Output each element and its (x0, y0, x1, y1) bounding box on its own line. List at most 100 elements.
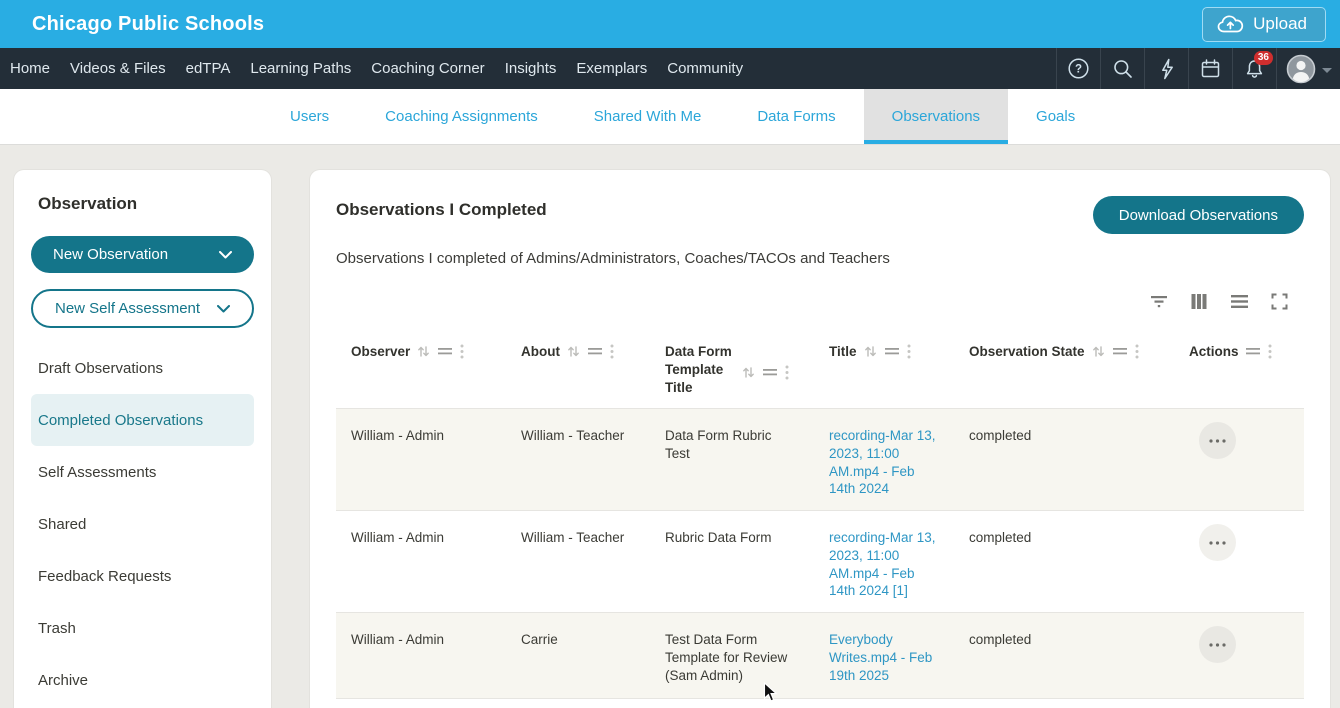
calendar-icon (1201, 59, 1220, 78)
data-form-template-cell: Data Form Rubric Test (665, 428, 772, 461)
more-options-icon[interactable] (1135, 344, 1139, 359)
nav-item-exemplars[interactable]: Exemplars (576, 60, 648, 77)
notifications-button[interactable]: 36 (1232, 48, 1276, 89)
new-self-assessment-label: New Self Assessment (55, 300, 201, 317)
table-toolbar (336, 289, 1288, 313)
sidebar-item-completed-observations[interactable]: Completed Observations (31, 394, 254, 446)
column-menu-icon[interactable] (884, 347, 899, 356)
about-cell: Carrie (521, 632, 558, 647)
nav-item-home[interactable]: Home (10, 60, 51, 77)
observation-state-cell: completed (969, 428, 1032, 443)
sidebar-item-feedback-requests[interactable]: Feedback Requests (38, 567, 172, 585)
about-cell: William - Teacher (521, 530, 625, 545)
more-options-icon[interactable] (460, 344, 464, 359)
more-options-icon[interactable] (1268, 344, 1272, 359)
sidebar-item-draft-observations[interactable]: Draft Observations (38, 359, 164, 377)
observation-title-link[interactable]: Everybody Writes.mp4 - Feb 19th 2025 (829, 632, 933, 683)
observation-title-link[interactable]: recording-Mar 13, 2023, 11:00 AM.mp4 - F… (829, 530, 936, 599)
account-menu-button[interactable] (1276, 48, 1340, 89)
sidebar-item-self-assessments[interactable]: Self Assessments (38, 463, 157, 481)
page-subtitle: Observations I completed of Admins/Admin… (336, 250, 890, 267)
sidebar-title: Observation (38, 194, 138, 213)
sort-icon[interactable] (1092, 345, 1105, 358)
page-title: Observations I Completed (336, 200, 547, 219)
observations-panel: Observations I Completed Download Observ… (310, 170, 1330, 708)
more-options-icon[interactable] (907, 344, 911, 359)
column-header-actions: Actions (1174, 329, 1304, 408)
chevron-down-icon (219, 250, 232, 258)
help-button[interactable]: ? (1056, 48, 1100, 89)
sort-icon[interactable] (417, 345, 430, 358)
column-header-data-form-template-title: Data Form Template Title (650, 329, 814, 408)
top-bar: Chicago Public Schools Upload (0, 0, 1340, 48)
download-observations-button[interactable]: Download Observations (1092, 196, 1304, 234)
quick-actions-button[interactable] (1144, 48, 1188, 89)
sidebar-item-trash[interactable]: Trash (38, 619, 76, 637)
row-density-icon[interactable] (1230, 294, 1249, 309)
data-form-template-cell: Test Data Form Template for Review (Sam … (665, 632, 788, 683)
more-options-icon[interactable] (785, 365, 789, 380)
row-actions-button[interactable] (1199, 626, 1236, 663)
calendar-button[interactable] (1188, 48, 1232, 89)
tab-observations[interactable]: Observations (863, 89, 1009, 144)
cloud-upload-icon (1217, 14, 1244, 34)
sidebar-item-archive[interactable]: Archive (38, 671, 89, 689)
lightning-icon (1161, 58, 1173, 79)
more-options-icon[interactable] (610, 344, 614, 359)
new-observation-button[interactable]: New Observation (31, 236, 254, 273)
column-menu-icon[interactable] (587, 347, 602, 356)
new-observation-label: New Observation (53, 246, 169, 263)
tab-users[interactable]: Users (290, 108, 330, 125)
column-menu-icon[interactable] (763, 368, 777, 377)
columns-icon[interactable] (1190, 293, 1208, 310)
column-menu-icon[interactable] (1112, 347, 1127, 356)
svg-text:?: ? (1075, 64, 1082, 76)
nav-item-learning-paths[interactable]: Learning Paths (250, 60, 352, 77)
nav-item-videos-files[interactable]: Videos & Files (70, 60, 166, 77)
ellipsis-icon (1209, 438, 1226, 443)
sort-icon[interactable] (567, 345, 580, 358)
row-actions-button[interactable] (1199, 524, 1236, 561)
column-header-observer: Observer (336, 329, 506, 408)
sidebar-list: Draft Observations Completed Observation… (31, 342, 254, 706)
main-nav: Home Videos & Files edTPA Learning Paths… (0, 48, 1340, 89)
search-button[interactable] (1100, 48, 1144, 89)
avatar-icon (1286, 54, 1315, 83)
upload-label: Upload (1253, 13, 1307, 33)
tab-coaching-assignments[interactable]: Coaching Assignments (385, 108, 538, 125)
column-menu-icon[interactable] (1245, 347, 1260, 356)
ellipsis-icon (1209, 540, 1226, 545)
nav-item-community[interactable]: Community (667, 60, 744, 77)
chevron-down-icon (217, 304, 230, 312)
table-row: William - Admin William - Teacher Rubric… (336, 511, 1304, 613)
filter-icon[interactable] (1150, 293, 1168, 309)
ellipsis-icon (1209, 642, 1226, 647)
column-header-title: Title (814, 329, 954, 408)
fullscreen-icon[interactable] (1271, 293, 1288, 310)
row-actions-button[interactable] (1199, 422, 1236, 459)
chevron-down-icon (1321, 67, 1332, 73)
search-icon (1113, 59, 1132, 78)
upload-button[interactable]: Upload (1202, 6, 1326, 42)
tab-goals[interactable]: Goals (1036, 108, 1076, 125)
new-self-assessment-button[interactable]: New Self Assessment (31, 289, 254, 328)
nav-item-coaching-corner[interactable]: Coaching Corner (371, 60, 485, 77)
tab-shared-with-me[interactable]: Shared With Me (593, 108, 702, 125)
nav-menu: Home Videos & Files edTPA Learning Paths… (0, 48, 753, 89)
sidebar-item-shared[interactable]: Shared (38, 515, 87, 533)
sort-icon[interactable] (742, 366, 755, 379)
table-header-row: Observer About Data Fo (336, 329, 1304, 409)
observation-title-link[interactable]: recording-Mar 13, 2023, 11:00 AM.mp4 - F… (829, 428, 936, 497)
nav-item-insights[interactable]: Insights (504, 60, 557, 77)
column-menu-icon[interactable] (438, 347, 453, 356)
data-form-template-cell: Rubric Data Form (665, 530, 772, 545)
app-title: Chicago Public Schools (32, 12, 265, 35)
observer-cell: William - Admin (351, 428, 445, 443)
tab-data-forms[interactable]: Data Forms (757, 108, 836, 125)
observation-sidebar: Observation New Observation New Self Ass… (14, 170, 271, 708)
notification-badge: 36 (1253, 51, 1273, 65)
observer-cell: William - Admin (351, 530, 445, 545)
observation-state-cell: completed (969, 632, 1032, 647)
nav-item-edtpa[interactable]: edTPA (185, 60, 231, 77)
sort-icon[interactable] (864, 345, 877, 358)
